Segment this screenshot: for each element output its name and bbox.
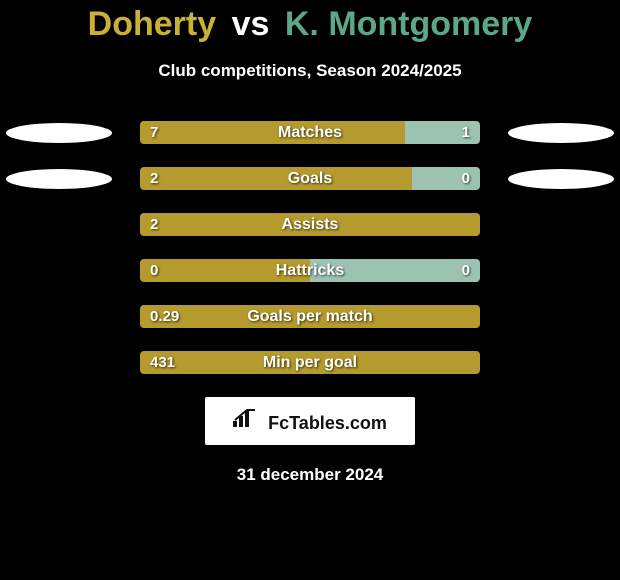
fctables-icon: [233, 397, 257, 445]
stat-bar: [140, 305, 480, 328]
stat-row: Hattricks00: [0, 259, 620, 282]
source-badge-text: FcTables.com: [268, 399, 387, 447]
stat-bar: [140, 259, 480, 282]
stat-bar: [140, 213, 480, 236]
stat-bar-right: [405, 121, 480, 144]
stat-bar-left: [140, 351, 480, 374]
player2-name: K. Montgomery: [285, 5, 532, 43]
stat-bar-left: [140, 167, 412, 190]
vs-label: vs: [232, 5, 270, 43]
stat-rows-container: Matches71 Goals20 Assists2 Hattricks00 Goals…: [0, 121, 620, 374]
source-badge: FcTables.com: [205, 397, 415, 445]
subtitle: Club competitions, Season 2024/2025: [0, 61, 620, 81]
comparison-title: Doherty vs K. Montgomery: [0, 6, 620, 43]
stat-bar: [140, 167, 480, 190]
stat-bar-left: [140, 305, 480, 328]
stat-row: Goals20: [0, 167, 620, 190]
player2-chip-icon: [508, 169, 614, 189]
player2-chip-icon: [508, 123, 614, 143]
player1-name: Doherty: [88, 5, 216, 43]
stat-row: Min per goal431: [0, 351, 620, 374]
stat-bar: [140, 351, 480, 374]
stat-bar-right: [310, 259, 480, 282]
player1-chip-icon: [6, 123, 112, 143]
player1-chip-icon: [6, 169, 112, 189]
stat-bar-left: [140, 121, 405, 144]
stat-bar-left: [140, 213, 480, 236]
snapshot-date: 31 december 2024: [0, 465, 620, 485]
stat-row: Assists2: [0, 213, 620, 236]
stat-bar-left: [140, 259, 310, 282]
stat-bar: [140, 121, 480, 144]
stat-row: Goals per match0.29: [0, 305, 620, 328]
stat-row: Matches71: [0, 121, 620, 144]
stat-bar-right: [412, 167, 480, 190]
